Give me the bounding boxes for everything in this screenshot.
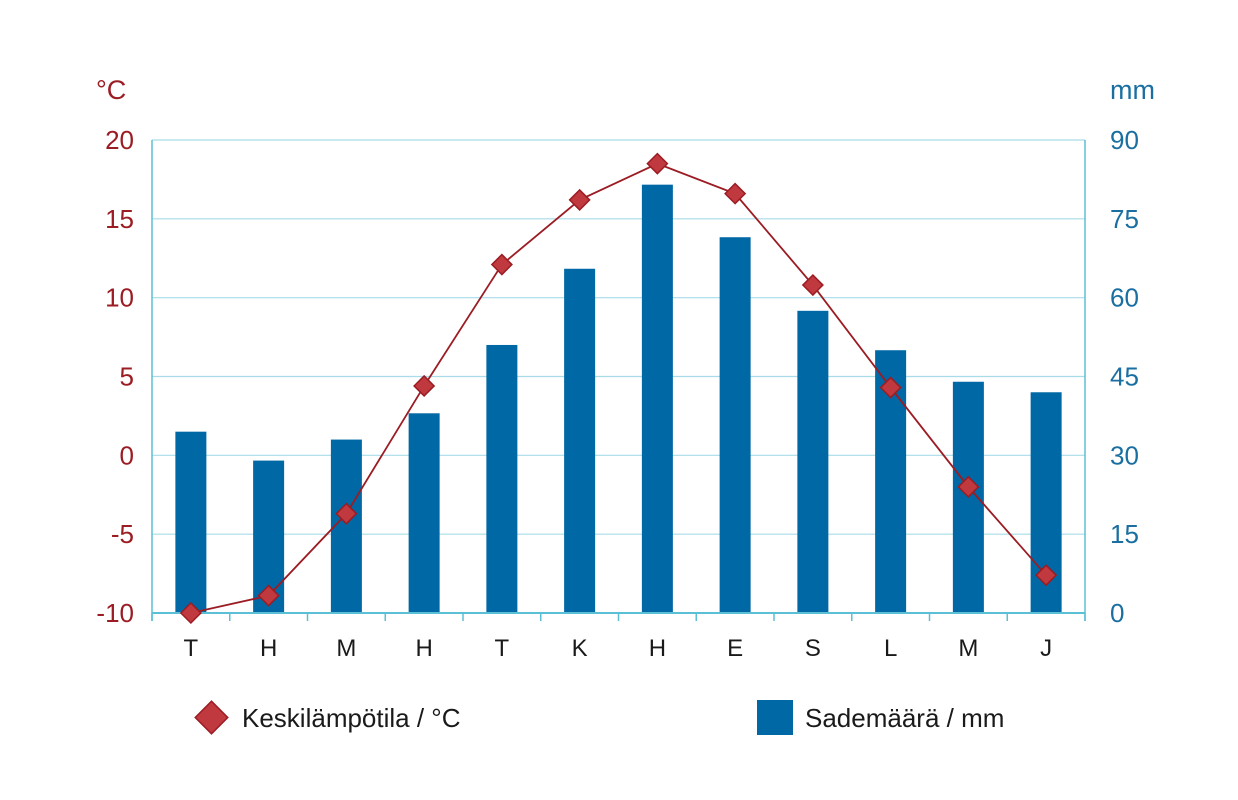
x-tick-label: S xyxy=(805,635,821,662)
legend-temperature-marker xyxy=(194,700,229,735)
temperature-marker xyxy=(646,152,669,175)
temperature-marker xyxy=(879,376,902,399)
x-tick-label: J xyxy=(1040,635,1052,662)
right-tick-label: 30 xyxy=(1110,440,1139,470)
right-tick-label: 15 xyxy=(1110,519,1139,549)
temperature-series-line xyxy=(190,162,1047,614)
precipitation-bar xyxy=(641,184,673,613)
left-tick-label: 10 xyxy=(105,283,134,313)
precipitation-bar xyxy=(564,268,596,613)
legend-precipitation-marker xyxy=(757,700,793,735)
right-axis-ticks: 90 75 60 45 30 15 0 xyxy=(1110,125,1139,628)
x-tick-label: K xyxy=(572,635,588,662)
temperature-marker xyxy=(801,273,824,297)
right-tick-label: 75 xyxy=(1110,204,1139,234)
legend-precipitation-label: Sademäärä / mm xyxy=(805,703,1004,733)
left-tick-label: -5 xyxy=(111,519,134,549)
x-tick-label: M xyxy=(336,635,356,662)
left-tick-label: 0 xyxy=(120,440,134,470)
temperature-marker xyxy=(257,584,280,607)
x-tick-label: E xyxy=(727,635,743,662)
left-tick-label: -10 xyxy=(96,598,134,628)
right-tick-label: 60 xyxy=(1110,283,1139,313)
x-tick-label: L xyxy=(884,635,897,662)
x-tick-label: T xyxy=(184,635,199,662)
axes xyxy=(151,140,1086,621)
temperature-marker xyxy=(724,182,747,205)
precipitation-bar xyxy=(330,439,362,613)
gridlines xyxy=(152,139,1085,614)
left-tick-label: 5 xyxy=(120,362,134,392)
temperature-marker xyxy=(568,188,591,211)
x-tick-label: H xyxy=(415,635,432,662)
left-tick-label: 20 xyxy=(105,125,134,155)
x-tick-label: H xyxy=(649,635,666,662)
x-tick-label: T xyxy=(495,635,510,662)
right-tick-label: 45 xyxy=(1110,362,1139,392)
temperature-marker xyxy=(179,601,202,625)
precipitation-bar xyxy=(719,237,751,613)
temperature-marker xyxy=(1035,564,1058,587)
temperature-line xyxy=(179,152,1058,625)
left-axis-unit: °C xyxy=(96,75,126,105)
precipitation-bar xyxy=(797,310,829,613)
x-tick-label: M xyxy=(958,635,978,662)
legend: Keskilämpötila / °C Sademäärä / mm xyxy=(194,700,1004,735)
precipitation-bar xyxy=(175,431,207,613)
left-tick-label: 15 xyxy=(105,204,134,234)
right-axis-unit: mm xyxy=(1110,75,1155,105)
left-axis-ticks: 20 15 10 5 0 -5 -10 xyxy=(96,125,134,628)
precipitation-bars xyxy=(175,184,1062,613)
temperature-marker xyxy=(413,374,436,398)
right-tick-label: 90 xyxy=(1110,125,1139,155)
x-tick-label: H xyxy=(260,635,277,662)
legend-temperature-label: Keskilämpötila / °C xyxy=(242,703,460,733)
right-tick-label: 0 xyxy=(1110,598,1124,628)
precipitation-bar xyxy=(486,344,518,613)
temperature-marker xyxy=(490,253,513,276)
precipitation-bar xyxy=(408,413,440,613)
temperature-marker xyxy=(335,502,358,525)
temperature-marker xyxy=(957,475,980,498)
